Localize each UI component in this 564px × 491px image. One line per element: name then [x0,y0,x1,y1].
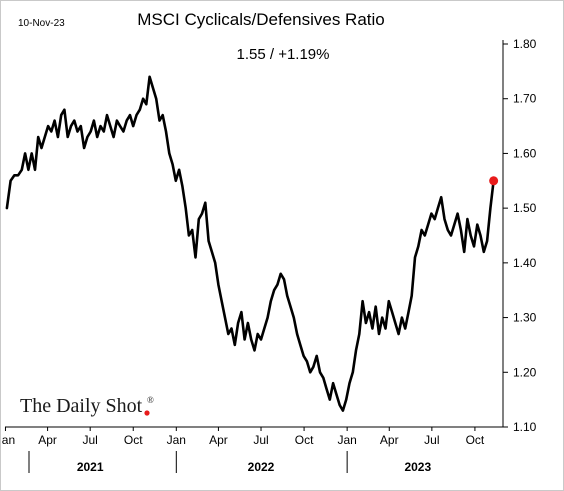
y-tick-label: 1.80 [513,37,537,51]
brand-text: The Daily Shot [20,395,143,417]
x-tick-label: Jul [253,433,268,447]
axes [5,40,504,428]
y-tick-label: 1.10 [513,420,537,434]
x-tick-label: Apr [209,433,228,447]
year-labels: 2021 2022 2023 [28,451,431,474]
y-tick-label: 1.30 [513,311,537,325]
x-tick-label: Apr [38,433,57,447]
year-label: 2023 [404,460,431,474]
chart-subtitle: 1.55 / +1.19% [237,46,330,63]
x-tick-labels: Jan Apr Jul Oct Jan Apr Jul Oct Jan Apr Jul Oct [1,427,485,447]
x-tick-label: Jul [424,433,439,447]
y-tick-label: 1.60 [513,146,537,160]
series-line [5,75,495,412]
year-label: 2021 [77,460,104,474]
y-tick-label: 1.20 [513,365,537,379]
y-tick-label: 1.50 [513,201,537,215]
brand-dot [144,410,150,416]
brand-registered: ® [147,395,154,405]
y-tick-labels: 1.80 1.70 1.60 1.50 1.40 1.30 1.20 1.10 [503,37,537,434]
last-point-marker [489,176,499,186]
x-tick-label: Oct [295,433,314,447]
x-tick-label: Jul [83,433,98,447]
x-tick-label: Jan [167,433,186,447]
x-tick-label: Jan [1,433,15,447]
year-label: 2022 [248,460,275,474]
x-tick-label: Jan [337,433,356,447]
x-tick-label: Oct [466,433,485,447]
y-tick-label: 1.40 [513,256,537,270]
chart-title: MSCI Cyclicals/Defensives Ratio [137,10,385,29]
y-tick-label: 1.70 [513,92,537,106]
x-tick-label: Apr [380,433,399,447]
x-tick-label: Oct [124,433,143,447]
plot-area [5,75,499,412]
date-label: 10-Nov-23 [18,18,65,29]
branding: The Daily Shot ® [20,395,154,417]
